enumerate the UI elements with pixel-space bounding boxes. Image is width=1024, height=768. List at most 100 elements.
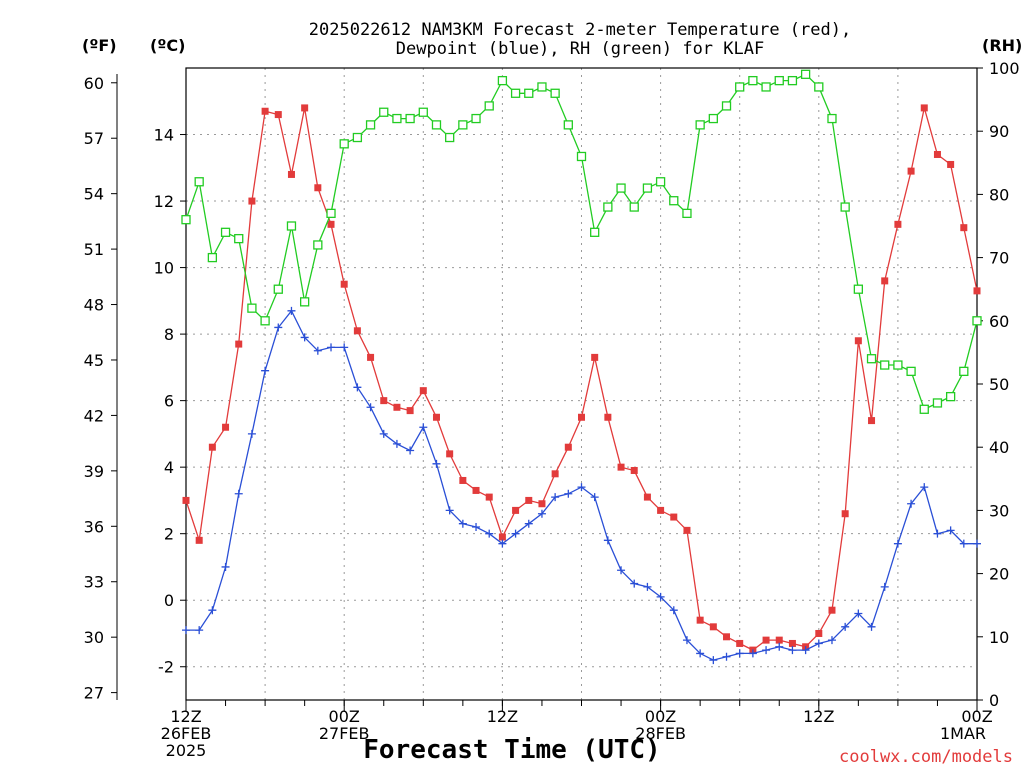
dewpoint-point	[274, 323, 283, 332]
rh-point	[945, 391, 956, 402]
celsius-tick-label: 10	[154, 259, 174, 278]
rh-point	[866, 354, 877, 364]
temperature-point	[841, 510, 849, 518]
fahrenheit-tick-label: 48	[84, 296, 104, 315]
rh-point	[326, 208, 336, 219]
temperature-point	[591, 353, 599, 361]
dewpoint-point	[485, 529, 494, 538]
rh-point	[959, 366, 969, 377]
rh-point	[669, 196, 679, 206]
temperature-point	[446, 450, 454, 458]
dewpoint-point	[880, 582, 889, 591]
temperature-point	[617, 463, 625, 471]
fahrenheit-unit-label: (ºF)	[82, 36, 117, 55]
fahrenheit-tick-label: 42	[84, 406, 104, 425]
fahrenheit-tick-label: 36	[84, 517, 104, 536]
rh-tick-label: 100	[989, 59, 1020, 78]
temperature-point	[248, 197, 256, 205]
rh-point	[932, 398, 943, 408]
rh-point	[234, 233, 244, 244]
temperature-point	[696, 616, 704, 624]
dewpoint-point	[946, 526, 955, 535]
dewpoint-point	[340, 343, 349, 352]
celsius-tick-label: 14	[154, 126, 174, 145]
temperature-point	[432, 413, 440, 421]
temperature-point	[762, 636, 770, 644]
rh-point	[919, 404, 929, 414]
rh-point	[853, 284, 863, 294]
dewpoint-point	[827, 636, 836, 645]
rh-point	[748, 75, 758, 86]
dewpoint-point	[458, 519, 467, 528]
celsius-tick-label: 2	[164, 525, 174, 544]
temperature-point	[380, 397, 388, 405]
rh-point	[458, 120, 468, 130]
dewpoint-point	[775, 642, 784, 651]
dewpoint-point	[379, 429, 388, 438]
rh-point	[524, 88, 534, 98]
temperature-point	[393, 403, 401, 411]
dewpoint-point	[841, 622, 850, 631]
dewpoint-point	[564, 489, 573, 498]
dewpoint-point	[669, 606, 678, 615]
temperature-point	[723, 633, 731, 641]
temperature-point	[551, 470, 559, 478]
x-tick-label: 00Z	[645, 707, 676, 726]
temperature-point	[920, 104, 928, 112]
dewpoint-point	[617, 566, 626, 575]
temperature-point	[881, 277, 889, 285]
dewpoint-point	[353, 383, 362, 392]
celsius-tick-label: 8	[164, 325, 174, 344]
series-dewpoint	[182, 306, 981, 665]
grid-layer	[186, 68, 977, 700]
rh-point	[774, 75, 784, 86]
credit-text: coolwx.com/models	[839, 747, 1013, 767]
dewpoint-point	[208, 606, 217, 615]
x-tick-label: 1MAR	[940, 724, 986, 743]
rh-tick-label: 60	[989, 312, 1009, 331]
temperature-point	[630, 466, 638, 474]
x-tick-label: 26FEB	[161, 724, 212, 743]
rh-point	[603, 202, 613, 212]
rh-tick-label: 30	[989, 501, 1009, 520]
temperature-point	[301, 104, 309, 112]
rh-point	[550, 88, 560, 98]
temperature-point	[947, 160, 955, 168]
dewpoint-point	[182, 626, 190, 635]
dewpoint-point	[247, 429, 256, 438]
rh-point	[800, 69, 811, 79]
dewpoint-point	[524, 519, 533, 528]
rh-point	[273, 284, 283, 294]
dewpoint-point	[221, 562, 230, 571]
x-tick-label: 12Z	[487, 707, 518, 726]
rh-point	[972, 316, 982, 326]
temperature-point	[683, 526, 691, 534]
temperature-point	[367, 353, 375, 361]
rh-point	[379, 107, 389, 117]
x-axis-label: Forecast Time (UTC)	[363, 735, 660, 765]
rh-tick-label: 90	[989, 122, 1009, 141]
dewpoint-point	[907, 499, 916, 508]
temperature-point	[933, 150, 941, 158]
temperature-point	[709, 623, 717, 631]
dewpoint-point	[327, 343, 336, 352]
rh-point	[220, 227, 231, 237]
temperature-point	[274, 111, 282, 119]
x-tick-label: 00Z	[329, 707, 360, 726]
rh-tick-label: 50	[989, 375, 1009, 394]
dewpoint-point	[261, 366, 270, 375]
temperature-point	[261, 107, 269, 115]
fahrenheit-tick-label: 51	[84, 240, 104, 259]
rh-tick-label: 20	[989, 565, 1009, 584]
dewpoint-point	[195, 626, 204, 635]
rh-point	[405, 113, 415, 124]
temperature-point	[907, 167, 915, 175]
rh-point	[392, 113, 402, 124]
dewpoint-point	[854, 609, 863, 618]
rh-tick-label: 80	[989, 185, 1009, 204]
rh-point	[629, 202, 639, 212]
temperature-point	[353, 327, 361, 335]
rh-point	[735, 82, 745, 92]
rh-point	[497, 75, 508, 86]
fahrenheit-tick-label: 54	[84, 185, 104, 204]
